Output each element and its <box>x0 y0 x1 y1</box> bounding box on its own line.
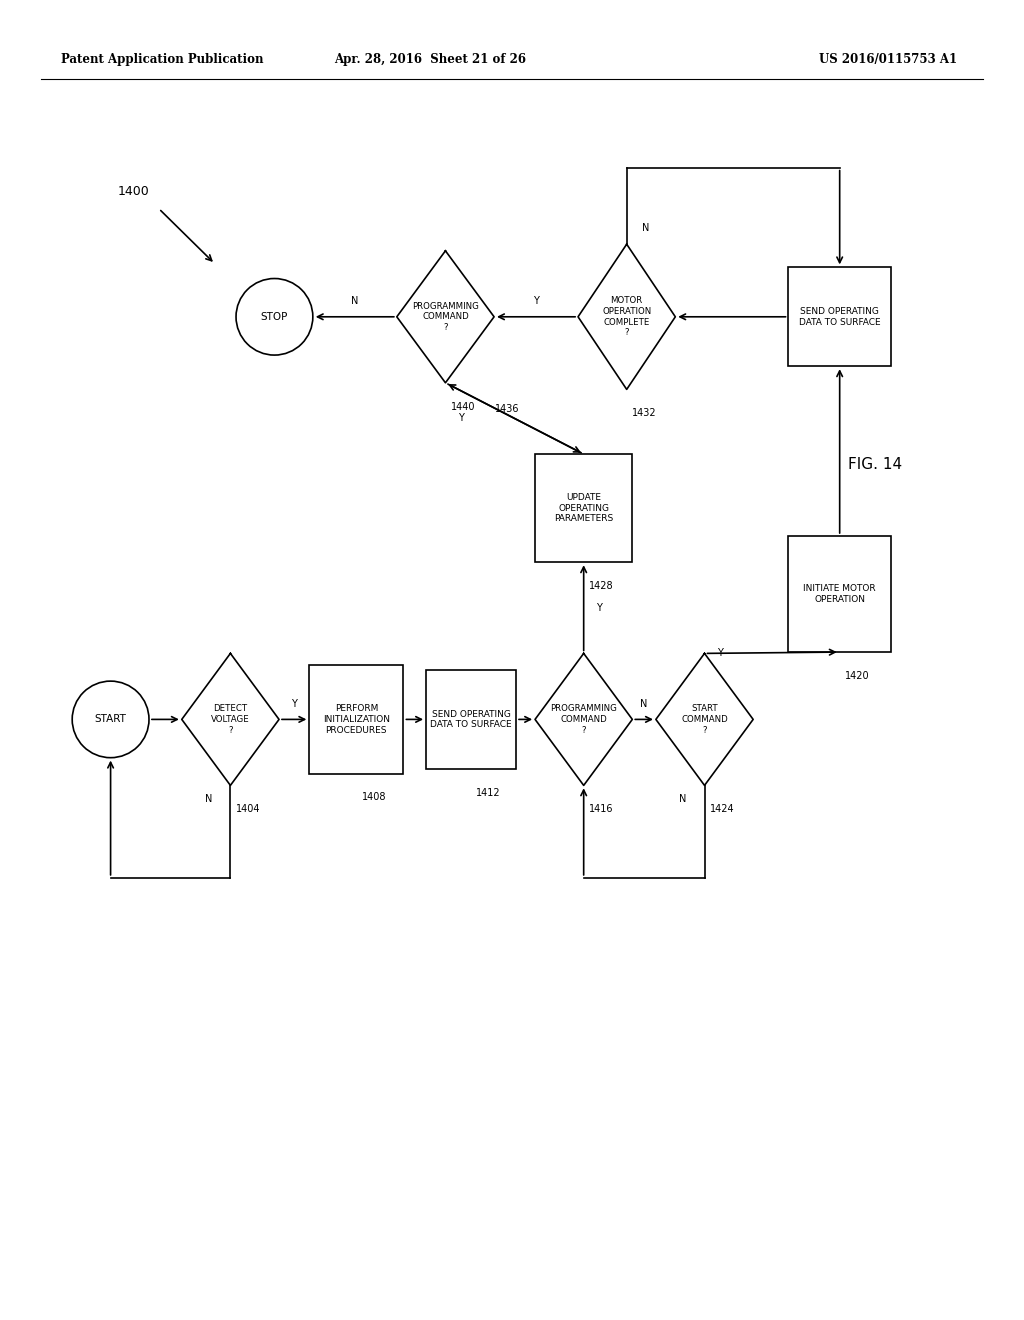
Text: UPDATE
OPERATING
PARAMETERS: UPDATE OPERATING PARAMETERS <box>554 492 613 524</box>
Text: SEND OPERATING
DATA TO SURFACE: SEND OPERATING DATA TO SURFACE <box>430 710 512 729</box>
Text: N: N <box>640 698 648 709</box>
Text: 1428: 1428 <box>589 581 613 591</box>
Text: 1436: 1436 <box>495 404 519 414</box>
Text: Y: Y <box>458 413 464 424</box>
Text: FIG. 14: FIG. 14 <box>849 457 902 473</box>
Text: 1412: 1412 <box>476 788 501 797</box>
Text: SEND OPERATING
DATA TO SURFACE: SEND OPERATING DATA TO SURFACE <box>799 308 881 326</box>
Text: Y: Y <box>717 648 723 657</box>
Text: START: START <box>94 714 127 725</box>
Text: PROGRAMMING
COMMAND
?: PROGRAMMING COMMAND ? <box>412 301 479 333</box>
Text: PROGRAMMING
COMMAND
?: PROGRAMMING COMMAND ? <box>550 704 617 735</box>
Text: STOP: STOP <box>261 312 288 322</box>
Text: PERFORM
INITIALIZATION
PROCEDURES: PERFORM INITIALIZATION PROCEDURES <box>323 704 390 735</box>
Text: START
COMMAND
?: START COMMAND ? <box>681 704 728 735</box>
Text: Patent Application Publication: Patent Application Publication <box>61 53 264 66</box>
Text: Y: Y <box>596 603 602 612</box>
Text: DETECT
VOLTAGE
?: DETECT VOLTAGE ? <box>211 704 250 735</box>
Text: Y: Y <box>534 296 539 306</box>
Text: N: N <box>351 296 358 306</box>
Text: N: N <box>205 793 212 804</box>
Text: INITIATE MOTOR
OPERATION: INITIATE MOTOR OPERATION <box>804 585 876 603</box>
Text: 1420: 1420 <box>845 671 869 681</box>
Text: 1424: 1424 <box>710 804 734 814</box>
Text: 1416: 1416 <box>589 804 613 814</box>
Text: N: N <box>642 223 649 234</box>
Text: US 2016/0115753 A1: US 2016/0115753 A1 <box>819 53 957 66</box>
Text: N: N <box>679 793 686 804</box>
Text: MOTOR
OPERATION
COMPLETE
?: MOTOR OPERATION COMPLETE ? <box>602 296 651 338</box>
Text: 1400: 1400 <box>117 185 150 198</box>
Text: 1440: 1440 <box>451 401 475 412</box>
Text: 1408: 1408 <box>361 792 386 803</box>
Text: Y: Y <box>291 698 297 709</box>
Text: 1404: 1404 <box>236 804 260 814</box>
Text: 1432: 1432 <box>632 408 656 418</box>
Text: Apr. 28, 2016  Sheet 21 of 26: Apr. 28, 2016 Sheet 21 of 26 <box>334 53 526 66</box>
